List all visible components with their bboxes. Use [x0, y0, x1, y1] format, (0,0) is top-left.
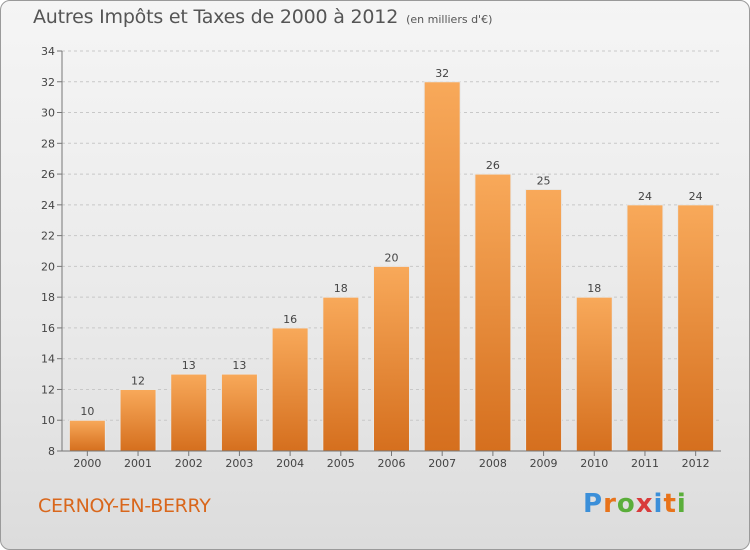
x-tick-label: 2006: [378, 457, 406, 470]
data-label: 16: [283, 313, 297, 326]
x-tick-label: 2010: [580, 457, 608, 470]
data-label: 32: [435, 67, 449, 80]
y-tick-label: 28: [41, 137, 55, 150]
chart-title-unit: (en milliers d'€): [406, 13, 493, 26]
y-tick-label: 16: [41, 322, 55, 335]
logo-letter: o: [616, 489, 636, 519]
y-tick-label: 32: [41, 76, 55, 89]
bar-2010: [575, 296, 613, 452]
y-tick-label: 34: [41, 45, 55, 58]
x-tick-label: 2001: [124, 457, 152, 470]
bar-2003: [220, 373, 258, 452]
x-tick-label: 2002: [175, 457, 203, 470]
y-tick-label: 14: [41, 353, 55, 366]
y-tick-label: 12: [41, 383, 55, 396]
x-tick-label: 2012: [682, 457, 710, 470]
x-tick-label: 2003: [225, 457, 253, 470]
data-label: 13: [232, 359, 246, 372]
x-tick-label: 2007: [428, 457, 456, 470]
y-tick-label: 20: [41, 260, 55, 273]
data-label: 18: [587, 282, 601, 295]
labels: 8 10 12 14 16 18 20 22 24 26 28 30 32 34 10 2000 12 2001 1…: [41, 45, 710, 470]
x-tick-label: 2000: [73, 457, 101, 470]
data-label: 18: [334, 282, 348, 295]
y-tick-label: 22: [41, 230, 55, 243]
y-tick-label: 8: [48, 445, 55, 458]
data-label: 24: [638, 190, 652, 203]
logo-letter: x: [635, 489, 654, 519]
data-label: 24: [689, 190, 703, 203]
bar-2004: [271, 327, 309, 452]
logo-letter: t: [663, 489, 677, 519]
data-label: 25: [537, 174, 551, 187]
bar-2007: [423, 81, 461, 452]
chart-title: Autres Impôts et Taxes de 2000 à 2012 (en…: [33, 6, 492, 28]
bar-2000: [68, 419, 106, 452]
x-tick-label: 2005: [327, 457, 355, 470]
bar-2009: [525, 188, 563, 452]
bars: [68, 81, 715, 452]
y-tick-label: 18: [41, 291, 55, 304]
logo-letter: P: [583, 489, 604, 519]
y-tick-label: 10: [41, 414, 55, 427]
chart-title-main: Autres Impôts et Taxes de 2000 à 2012: [33, 6, 399, 28]
town-name: CERNOY-EN-BERRY: [38, 495, 211, 517]
bar-2012: [677, 204, 715, 452]
x-tick-label: 2004: [276, 457, 304, 470]
x-tick-label: 2011: [631, 457, 659, 470]
y-tick-label: 26: [41, 168, 55, 181]
bar-2006: [373, 265, 410, 452]
data-label: 12: [131, 374, 145, 387]
bar-2011: [626, 204, 664, 452]
data-label: 13: [182, 359, 196, 372]
x-tick-label: 2008: [479, 457, 507, 470]
y-tick-label: 30: [41, 107, 55, 120]
logo-letter: i: [676, 489, 687, 519]
bar-2002: [170, 373, 208, 452]
bar-2008: [474, 173, 512, 452]
data-label: 26: [486, 159, 500, 172]
axes: [57, 50, 721, 456]
data-label: 10: [80, 405, 94, 418]
x-tick-label: 2009: [530, 457, 558, 470]
y-tick-label: 24: [41, 199, 55, 212]
logo-letter: r: [603, 489, 617, 519]
proxiti-logo: Proxiti: [583, 489, 687, 519]
bar-2001: [119, 388, 157, 452]
logo-letter: i: [653, 489, 664, 519]
bar-2005: [322, 296, 360, 452]
data-label: 20: [385, 251, 399, 264]
